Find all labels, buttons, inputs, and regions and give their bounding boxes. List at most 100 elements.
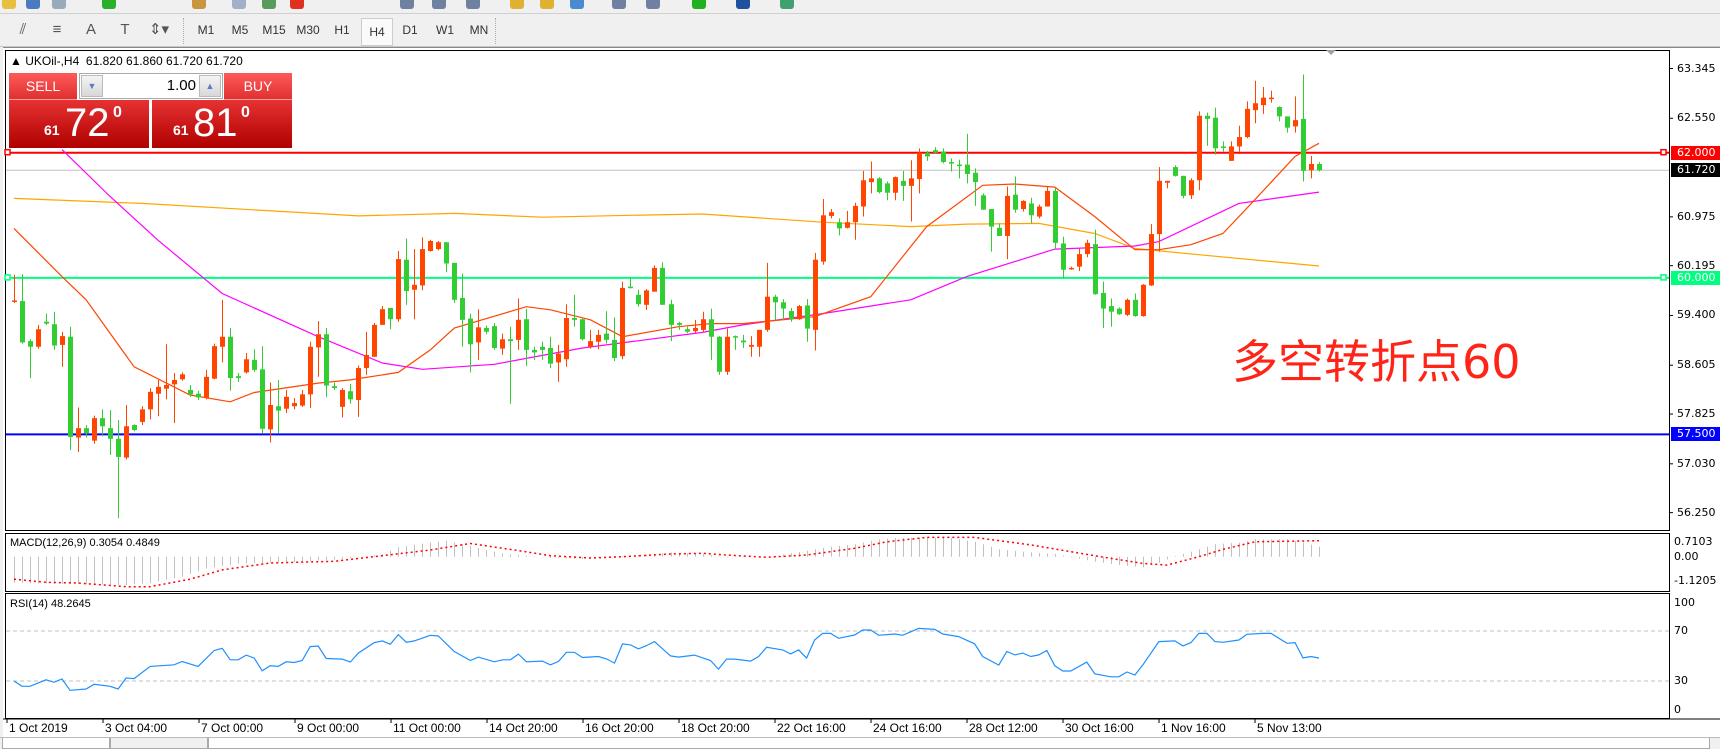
candle-body xyxy=(1125,299,1130,315)
candle-body xyxy=(508,339,513,342)
buy-price[interactable]: 61 81 0 xyxy=(152,100,292,148)
candle-body xyxy=(68,336,73,437)
lot-size-input[interactable]: 1.00 xyxy=(166,77,196,94)
new-chart-icon[interactable] xyxy=(26,0,40,9)
candle-body xyxy=(108,428,113,439)
macd-axis-tick: 0.7103 xyxy=(1674,534,1713,548)
candle-body xyxy=(260,369,265,429)
candle-body xyxy=(997,227,1002,236)
candle-body xyxy=(749,344,754,347)
candle-body xyxy=(564,317,569,360)
candle-body xyxy=(1029,203,1034,216)
candle-body xyxy=(580,319,585,340)
periods-icon[interactable] xyxy=(736,0,750,9)
candle-body xyxy=(1285,116,1290,128)
candle-body xyxy=(1045,190,1050,207)
candle-body xyxy=(1269,97,1274,100)
candle-body xyxy=(1069,267,1074,270)
timeframe-m15-button[interactable]: M15 xyxy=(262,23,286,37)
timeframe-h4-button[interactable]: H4 xyxy=(361,18,393,46)
candle-body xyxy=(444,242,449,264)
zoom-out-icon[interactable] xyxy=(540,0,554,9)
text-label-tool-icon[interactable]: T xyxy=(120,21,130,38)
ma-fast-line xyxy=(13,142,1320,403)
time-axis-label: 24 Oct 16:00 xyxy=(873,721,942,735)
candle-body xyxy=(933,150,938,153)
sell-button[interactable]: SELL xyxy=(9,73,77,100)
autoscroll-icon[interactable] xyxy=(646,0,660,9)
candle-body xyxy=(404,259,409,292)
rsi-label: RSI(14) 48.2645 xyxy=(10,598,91,610)
lot-increase-button[interactable]: ▲ xyxy=(199,75,221,97)
chart-shift-icon[interactable] xyxy=(612,0,626,9)
timeframe-m1-button[interactable]: M1 xyxy=(197,23,215,37)
candle-body xyxy=(805,305,810,329)
chart-tab[interactable] xyxy=(2,738,110,749)
candle-body xyxy=(941,151,946,163)
tile-windows-icon[interactable] xyxy=(570,0,584,9)
navigator-icon[interactable] xyxy=(232,0,246,9)
autotrading-icon[interactable] xyxy=(290,0,304,9)
rsi-axis-tick: 100 xyxy=(1674,596,1695,609)
zoom-icon[interactable] xyxy=(52,0,66,9)
text-tool-icon[interactable]: A xyxy=(85,21,96,38)
templates-icon[interactable] xyxy=(780,0,794,9)
sell-price[interactable]: 61 72 0 xyxy=(9,100,149,148)
price-axis-tick: 56.250 xyxy=(1677,505,1716,519)
timeframe-h1-button[interactable]: H1 xyxy=(334,23,350,37)
candle-body xyxy=(1293,120,1298,127)
chart-annotation-text[interactable]: 多空转折点60 xyxy=(1232,335,1521,389)
timeframe-m30-button[interactable]: M30 xyxy=(296,23,320,37)
chart-tab[interactable] xyxy=(208,738,1710,749)
lot-size-stepper[interactable]: ▼ 1.00 ▲ xyxy=(79,73,223,99)
candle-body xyxy=(1165,180,1170,183)
timeframe-m5-button[interactable]: M5 xyxy=(231,23,249,37)
candles-icon[interactable] xyxy=(432,0,446,9)
line-chart-icon[interactable] xyxy=(466,0,480,9)
candle-body xyxy=(460,297,465,320)
candle-body xyxy=(572,317,577,320)
candle-body xyxy=(829,212,834,216)
chart-window[interactable] xyxy=(3,47,1720,738)
favorites-icon[interactable] xyxy=(2,0,16,9)
timeframe-d1-button[interactable]: D1 xyxy=(402,23,418,37)
chart-tab[interactable] xyxy=(110,738,208,749)
candle-body xyxy=(340,389,345,407)
candle-body xyxy=(989,209,994,227)
candle-body xyxy=(12,300,17,302)
candle-body xyxy=(885,183,890,193)
collapse-triangle-icon[interactable]: ▲ xyxy=(10,54,22,68)
candle-body xyxy=(84,428,89,434)
new-order-icon[interactable] xyxy=(102,0,116,9)
buy-button[interactable]: BUY xyxy=(224,73,292,100)
fibo-tool-icon[interactable]: ≡ xyxy=(52,21,62,38)
timeframe-w1-button[interactable]: W1 xyxy=(436,23,454,37)
indicators-icon[interactable] xyxy=(692,0,706,9)
rsi-line xyxy=(13,627,1320,691)
candle-body xyxy=(228,336,233,379)
terminal-icon[interactable] xyxy=(262,0,276,9)
candle-body xyxy=(1317,163,1322,171)
candle-body xyxy=(821,215,826,262)
bar-chart-icon[interactable] xyxy=(400,0,414,9)
arrows-tool-icon[interactable]: ⇕▾ xyxy=(148,21,170,38)
zoom-in-icon[interactable] xyxy=(510,0,524,9)
time-axis-label: 5 Nov 13:00 xyxy=(1257,721,1322,735)
candle-body xyxy=(52,324,57,346)
timeframe-mn-button[interactable]: MN xyxy=(469,23,489,37)
candle-body xyxy=(540,346,545,350)
sell-price-pips: 72 xyxy=(65,101,110,145)
time-axis-label: 9 Oct 00:00 xyxy=(297,721,360,735)
lot-decrease-button[interactable]: ▼ xyxy=(81,75,103,97)
candle-body xyxy=(1005,195,1010,236)
elliott-tool-icon[interactable]: ⫽ xyxy=(19,21,27,38)
candle-body xyxy=(877,178,882,193)
candle-body xyxy=(1117,308,1122,315)
candle-body xyxy=(556,353,561,363)
price-axis-tick: 58.605 xyxy=(1677,358,1716,372)
candle-body xyxy=(436,242,441,250)
market-watch-icon[interactable] xyxy=(192,0,206,9)
candle-body xyxy=(1181,175,1186,196)
buy-price-prefix: 61 xyxy=(173,122,189,138)
